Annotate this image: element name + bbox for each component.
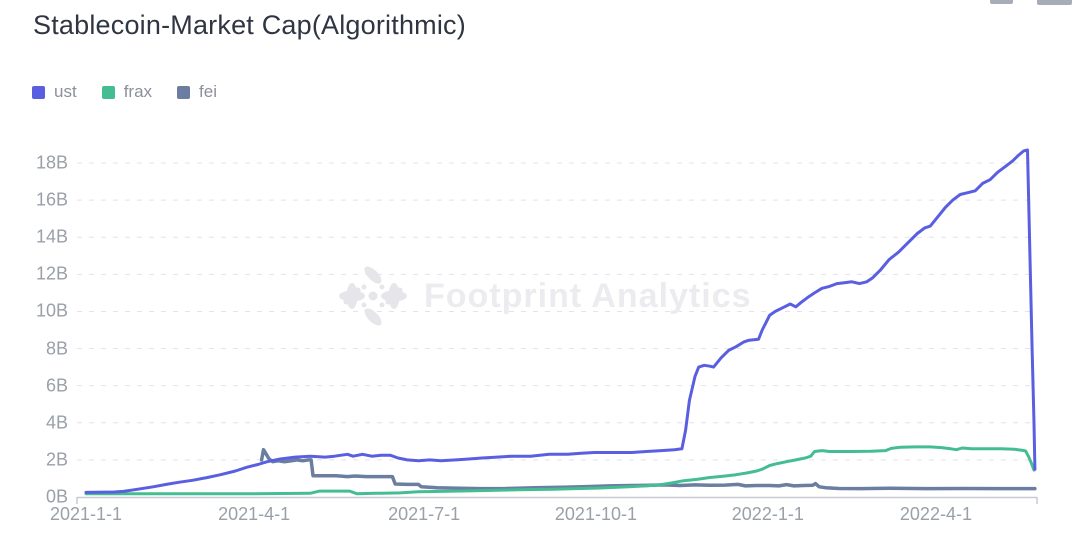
toolbar-icon-partial-left[interactable] xyxy=(990,0,1013,4)
legend-item-fei[interactable]: fei xyxy=(177,82,217,102)
x-axis-label: 2021-1-1 xyxy=(49,504,123,524)
y-axis-label: 6B xyxy=(45,375,68,396)
x-axis-label: 2021-7-1 xyxy=(388,504,461,524)
legend-label: fei xyxy=(199,82,217,101)
y-axis-label: 10B xyxy=(35,300,68,321)
x-axis-label: 2022-1-1 xyxy=(731,504,804,524)
x-axis-label: 2021-4-1 xyxy=(218,504,291,524)
y-axis-label: 8B xyxy=(45,338,68,359)
x-axis-label: 2021-10-1 xyxy=(554,504,637,524)
y-axis-label: 18B xyxy=(35,152,68,173)
legend: ust frax fei xyxy=(32,82,217,102)
toolbar-icon-partial-right[interactable] xyxy=(1037,0,1072,5)
legend-item-ust[interactable]: ust xyxy=(32,82,77,102)
x-axis-label: 2022-4-1 xyxy=(899,504,972,524)
y-axis-label: 2B xyxy=(45,449,68,470)
legend-swatch-fei xyxy=(177,85,191,99)
y-axis-label: 0B xyxy=(45,486,68,507)
legend-swatch-ust xyxy=(32,85,45,99)
fei-line[interactable] xyxy=(259,447,1037,491)
legend-swatch-frax xyxy=(101,85,115,99)
y-axis-label: 12B xyxy=(35,263,68,284)
y-axis-label: 14B xyxy=(35,226,68,247)
legend-label: frax xyxy=(123,82,153,101)
y-axis-label: 4B xyxy=(45,412,68,433)
frax-line[interactable] xyxy=(84,445,1037,496)
legend-label: ust xyxy=(54,82,77,101)
legend-item-frax[interactable]: frax xyxy=(101,82,153,102)
chart-title: Stablecoin-Market Cap(Algorithmic) xyxy=(33,10,466,40)
ust-line[interactable] xyxy=(84,148,1037,494)
y-axis-label: 16B xyxy=(35,189,68,210)
